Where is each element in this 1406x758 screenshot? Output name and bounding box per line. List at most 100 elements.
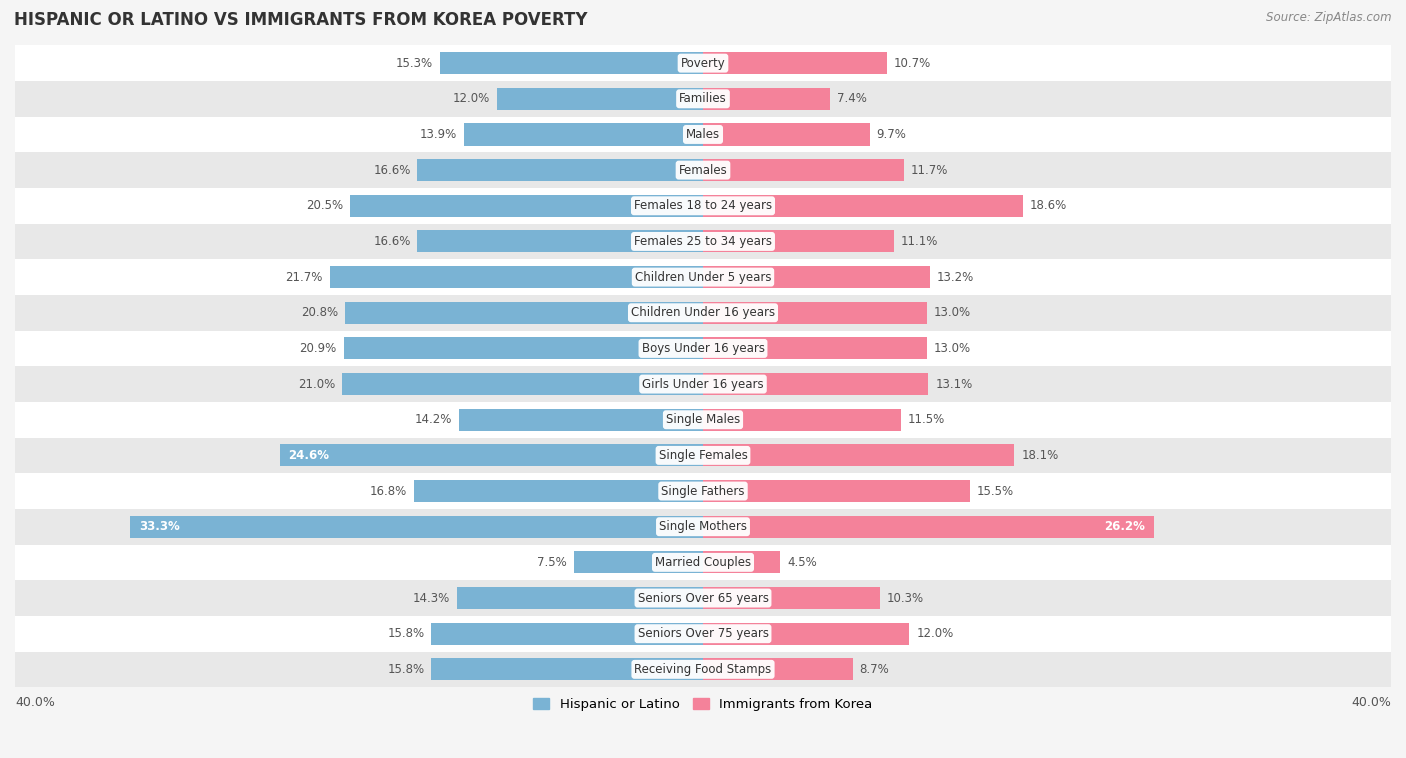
Text: 33.3%: 33.3% <box>139 520 180 533</box>
Bar <box>342 373 703 395</box>
Text: 16.6%: 16.6% <box>373 164 411 177</box>
Bar <box>703 52 887 74</box>
Bar <box>703 159 904 181</box>
Text: 11.5%: 11.5% <box>908 413 945 426</box>
Bar <box>15 295 1391 330</box>
Bar <box>703 480 970 502</box>
Bar <box>131 515 703 537</box>
Bar <box>15 224 1391 259</box>
Bar <box>703 302 927 324</box>
Text: 14.2%: 14.2% <box>415 413 451 426</box>
Text: 13.2%: 13.2% <box>936 271 974 283</box>
Text: 40.0%: 40.0% <box>15 696 55 709</box>
Text: 13.9%: 13.9% <box>420 128 457 141</box>
Bar <box>703 88 831 110</box>
Text: Boys Under 16 years: Boys Under 16 years <box>641 342 765 355</box>
Text: Females 25 to 34 years: Females 25 to 34 years <box>634 235 772 248</box>
Bar <box>703 124 870 146</box>
Text: Females: Females <box>679 164 727 177</box>
Text: Source: ZipAtlas.com: Source: ZipAtlas.com <box>1267 11 1392 24</box>
Bar <box>343 337 703 359</box>
Text: 21.0%: 21.0% <box>298 377 335 390</box>
Text: 16.6%: 16.6% <box>373 235 411 248</box>
Bar <box>15 330 1391 366</box>
Bar <box>280 444 703 466</box>
Text: Single Males: Single Males <box>666 413 740 426</box>
Bar <box>703 515 1154 537</box>
Bar <box>703 195 1024 217</box>
Text: 16.8%: 16.8% <box>370 484 408 497</box>
Bar <box>330 266 703 288</box>
Text: Seniors Over 75 years: Seniors Over 75 years <box>637 627 769 641</box>
Text: 15.3%: 15.3% <box>396 57 433 70</box>
Text: 40.0%: 40.0% <box>1351 696 1391 709</box>
Bar <box>15 544 1391 580</box>
Bar <box>15 45 1391 81</box>
Bar <box>703 622 910 645</box>
Text: 13.0%: 13.0% <box>934 306 970 319</box>
Text: 11.1%: 11.1% <box>901 235 938 248</box>
Text: 9.7%: 9.7% <box>877 128 907 141</box>
Bar <box>15 188 1391 224</box>
Text: 10.7%: 10.7% <box>894 57 931 70</box>
Text: HISPANIC OR LATINO VS IMMIGRANTS FROM KOREA POVERTY: HISPANIC OR LATINO VS IMMIGRANTS FROM KO… <box>14 11 588 30</box>
Bar <box>346 302 703 324</box>
Bar <box>703 658 852 681</box>
Text: Males: Males <box>686 128 720 141</box>
Text: Females 18 to 24 years: Females 18 to 24 years <box>634 199 772 212</box>
Bar <box>440 52 703 74</box>
Bar <box>413 480 703 502</box>
Text: 8.7%: 8.7% <box>859 662 889 676</box>
Bar <box>432 622 703 645</box>
Text: Married Couples: Married Couples <box>655 556 751 568</box>
Bar <box>15 81 1391 117</box>
Text: Children Under 5 years: Children Under 5 years <box>634 271 772 283</box>
Bar <box>15 509 1391 544</box>
Text: 18.1%: 18.1% <box>1021 449 1059 462</box>
Bar <box>703 444 1014 466</box>
Bar <box>15 402 1391 437</box>
Text: 13.0%: 13.0% <box>934 342 970 355</box>
Text: 10.3%: 10.3% <box>887 591 924 605</box>
Text: 20.5%: 20.5% <box>307 199 343 212</box>
Text: 11.7%: 11.7% <box>911 164 949 177</box>
Bar <box>703 230 894 252</box>
Bar <box>703 373 928 395</box>
Bar <box>703 551 780 573</box>
Bar <box>574 551 703 573</box>
Bar <box>703 587 880 609</box>
Bar <box>15 473 1391 509</box>
Text: 21.7%: 21.7% <box>285 271 323 283</box>
Bar <box>703 266 929 288</box>
Text: 26.2%: 26.2% <box>1104 520 1144 533</box>
Bar <box>15 580 1391 615</box>
Text: 12.0%: 12.0% <box>917 627 953 641</box>
Text: 15.8%: 15.8% <box>387 662 425 676</box>
Bar <box>457 587 703 609</box>
Bar <box>703 409 901 431</box>
Text: 15.8%: 15.8% <box>387 627 425 641</box>
Bar <box>15 437 1391 473</box>
Text: Children Under 16 years: Children Under 16 years <box>631 306 775 319</box>
Bar <box>418 230 703 252</box>
Bar <box>464 124 703 146</box>
Bar <box>703 337 927 359</box>
Text: Seniors Over 65 years: Seniors Over 65 years <box>637 591 769 605</box>
Bar <box>15 652 1391 688</box>
Bar <box>15 152 1391 188</box>
Text: Families: Families <box>679 92 727 105</box>
Text: Girls Under 16 years: Girls Under 16 years <box>643 377 763 390</box>
Text: Single Females: Single Females <box>658 449 748 462</box>
Text: Poverty: Poverty <box>681 57 725 70</box>
Text: 20.8%: 20.8% <box>301 306 339 319</box>
Text: 20.9%: 20.9% <box>299 342 336 355</box>
Bar <box>432 658 703 681</box>
Bar <box>15 615 1391 652</box>
Text: 7.5%: 7.5% <box>537 556 567 568</box>
Text: 12.0%: 12.0% <box>453 92 489 105</box>
Bar <box>496 88 703 110</box>
Bar <box>15 259 1391 295</box>
Text: 15.5%: 15.5% <box>977 484 1014 497</box>
Text: Single Fathers: Single Fathers <box>661 484 745 497</box>
Text: 24.6%: 24.6% <box>288 449 329 462</box>
